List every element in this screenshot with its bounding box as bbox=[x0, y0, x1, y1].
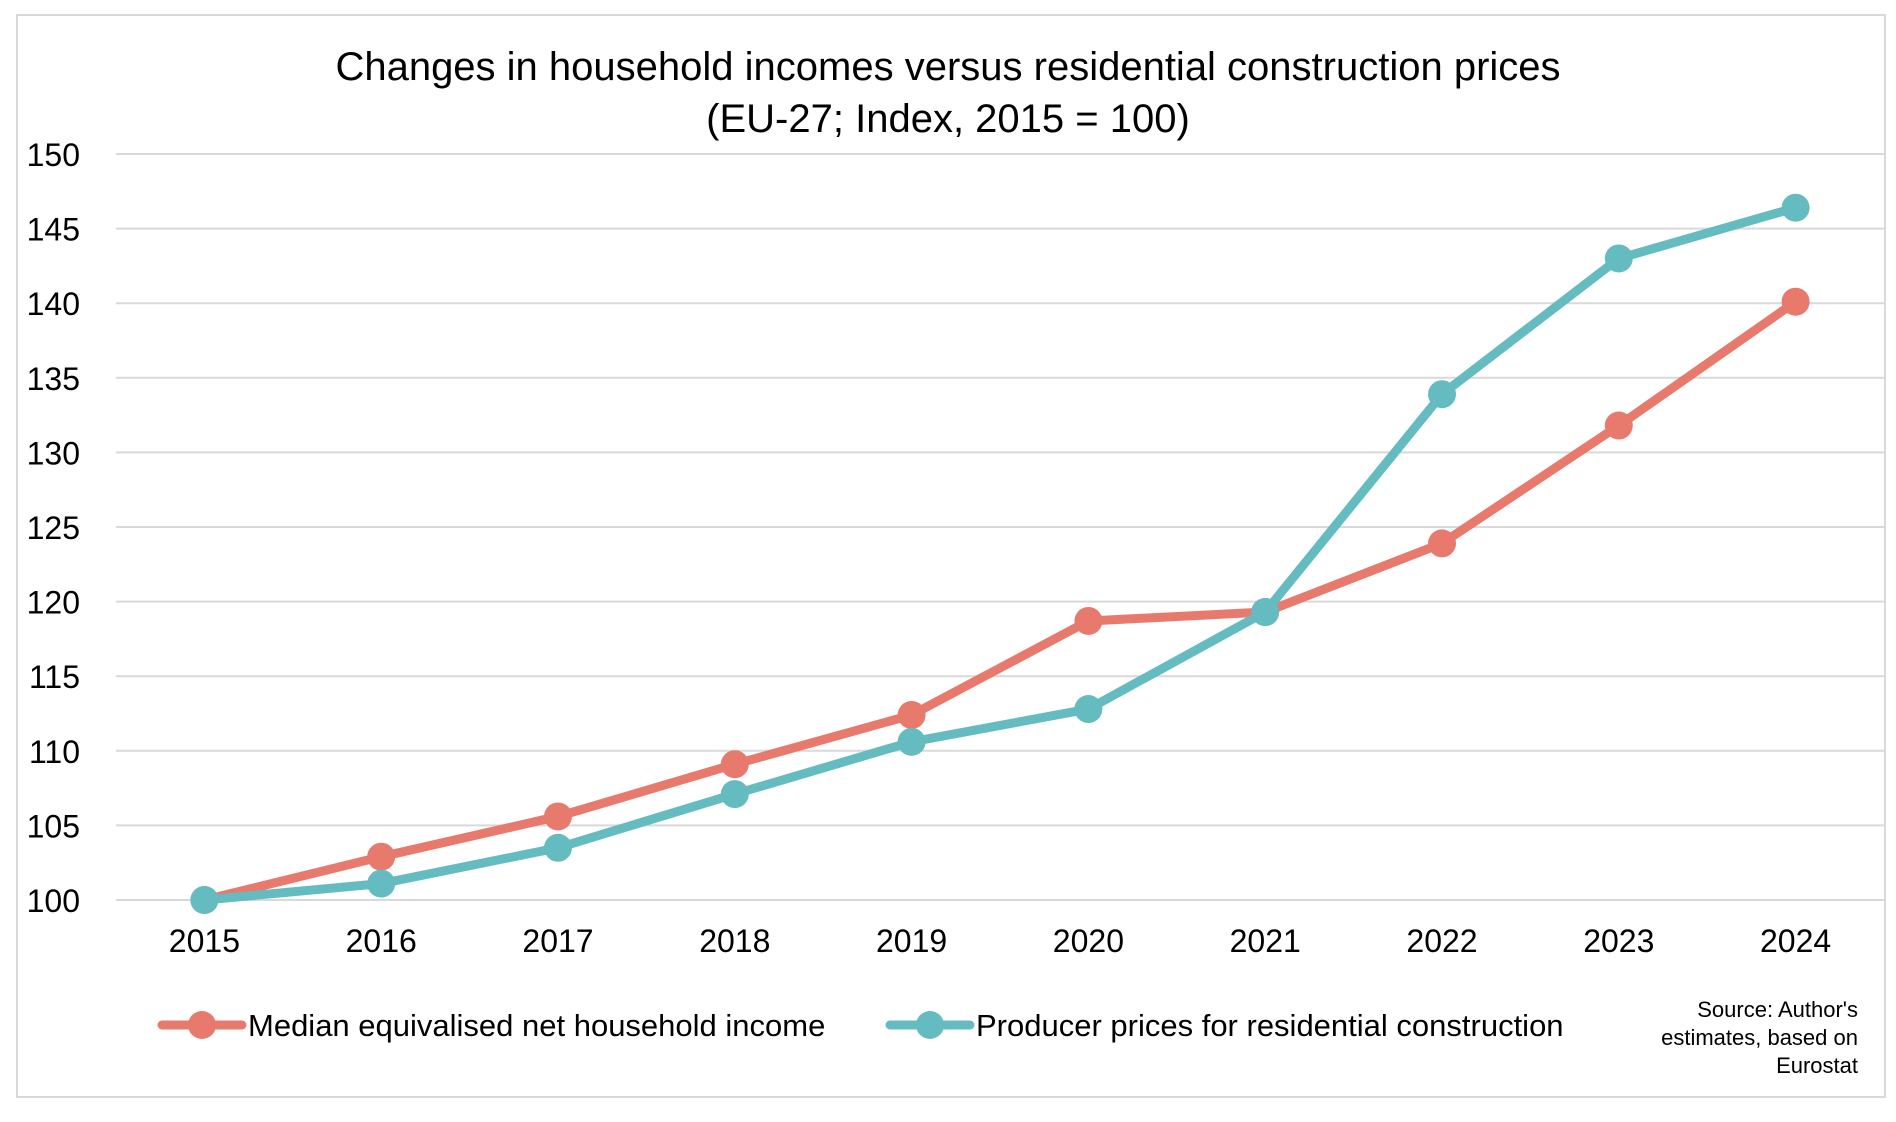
data-point-s1-2020 bbox=[1074, 606, 1103, 635]
data-point-s2-2020 bbox=[1074, 695, 1103, 724]
x-tick-label: 2024 bbox=[1760, 923, 1831, 959]
x-tick-label: 2016 bbox=[346, 923, 417, 959]
series-line-2 bbox=[199, 203, 1801, 905]
data-point-s1-2023 bbox=[1604, 411, 1633, 440]
chart-subtitle: (EU-27; Index, 2015 = 100) bbox=[706, 97, 1190, 141]
x-tick-label: 2022 bbox=[1406, 923, 1477, 959]
source-line-1: Source: Author's bbox=[1697, 997, 1858, 1022]
x-tick-label: 2021 bbox=[1230, 923, 1301, 959]
y-tick-label: 115 bbox=[29, 659, 80, 695]
data-point-s2-2021 bbox=[1251, 598, 1280, 627]
legend-marker-2 bbox=[916, 1011, 944, 1039]
data-point-s1-2019 bbox=[897, 700, 926, 729]
data-point-s2-2017 bbox=[544, 833, 572, 862]
y-tick-label: 145 bbox=[27, 212, 80, 248]
y-tick-label: 125 bbox=[27, 510, 80, 546]
y-tick-label: 130 bbox=[27, 435, 80, 471]
data-point-s2-2015 bbox=[190, 886, 219, 914]
y-tick-label: 105 bbox=[27, 808, 80, 844]
legend-label-1: Median equivalised net household income bbox=[248, 1008, 825, 1043]
x-tick-label: 2018 bbox=[699, 923, 770, 959]
data-point-s1-2024 bbox=[1781, 287, 1810, 316]
legend-marker-1 bbox=[188, 1011, 216, 1039]
legend: Median equivalised net household income P… bbox=[157, 1008, 1564, 1043]
source-line-2: estimates, based on bbox=[1661, 1025, 1858, 1050]
x-tick-label: 2017 bbox=[522, 923, 593, 959]
x-axis-ticks: 2015 2016 2017 2018 2019 2020 2021 2022 2023 2024 bbox=[169, 923, 1831, 959]
data-point-s1-2022 bbox=[1428, 529, 1456, 558]
x-tick-label: 2023 bbox=[1583, 923, 1654, 959]
data-point-s2-2022 bbox=[1428, 380, 1456, 409]
y-axis-ticks: 100 105 110 115 120 125 130 135 140 145 150 bbox=[27, 137, 80, 919]
data-point-s1-2016 bbox=[367, 842, 396, 871]
series-lines bbox=[199, 203, 1801, 905]
source-note: Source: Author's estimates, based on Eur… bbox=[1598, 996, 1858, 1080]
legend-label-2: Producer prices for residential construc… bbox=[976, 1008, 1564, 1043]
chart-frame bbox=[16, 14, 1886, 1098]
series-line-1 bbox=[199, 297, 1801, 905]
x-tick-label: 2020 bbox=[1053, 923, 1124, 959]
data-point-s2-2018 bbox=[720, 780, 749, 809]
data-point-s1-2017 bbox=[544, 802, 572, 831]
y-tick-label: 110 bbox=[29, 734, 80, 770]
data-point-s2-2024 bbox=[1781, 193, 1810, 222]
y-tick-label: 135 bbox=[27, 361, 80, 397]
y-tick-label: 140 bbox=[27, 286, 80, 322]
y-tick-label: 100 bbox=[27, 883, 80, 919]
data-point-s1-2018 bbox=[720, 750, 749, 779]
source-line-3: Eurostat bbox=[1776, 1053, 1858, 1078]
chart-title: Changes in household incomes versus resi… bbox=[335, 45, 1561, 89]
gridlines bbox=[116, 153, 1884, 901]
y-tick-label: 150 bbox=[27, 137, 80, 173]
series-points bbox=[190, 193, 1810, 914]
y-tick-label: 120 bbox=[27, 585, 80, 621]
data-point-s2-2023 bbox=[1604, 244, 1633, 273]
x-tick-label: 2015 bbox=[169, 923, 240, 959]
x-tick-label: 2019 bbox=[876, 923, 947, 959]
data-point-s2-2019 bbox=[897, 727, 926, 756]
data-point-s2-2016 bbox=[367, 869, 396, 898]
